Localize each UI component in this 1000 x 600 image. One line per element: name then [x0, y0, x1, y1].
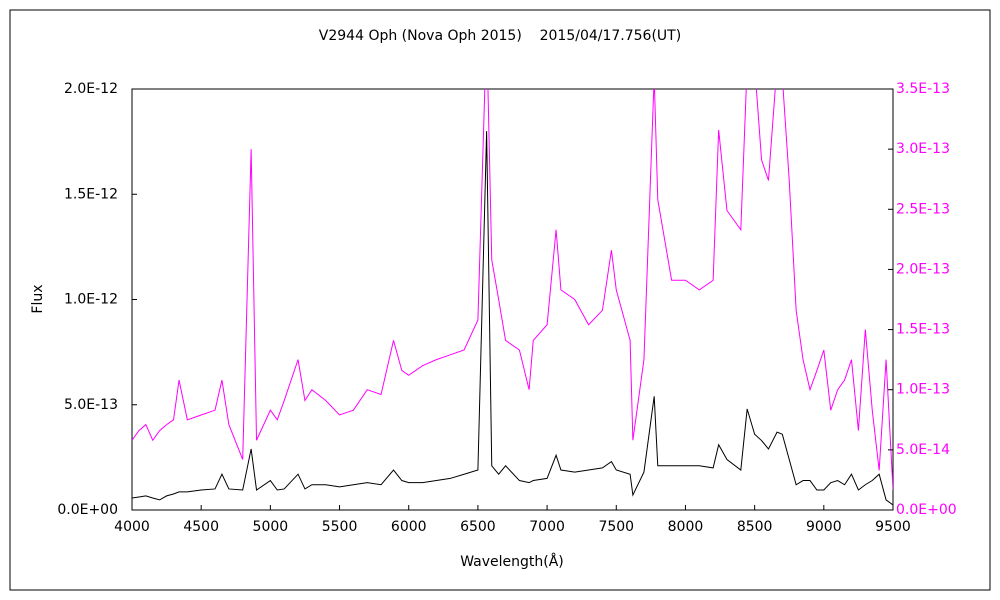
- y-tick-label: 1.5E-12: [64, 186, 118, 202]
- y-axis-label: Flux: [30, 284, 46, 313]
- chart-frame: [9, 9, 991, 591]
- x-tick-label: 6000: [391, 519, 427, 535]
- y2-tick-label: 3.5E-13: [896, 81, 950, 97]
- x-tick-label: 9500: [875, 519, 911, 535]
- y-tick-label: 1.0E-12: [64, 292, 118, 308]
- x-tick-label: 4000: [114, 519, 150, 535]
- x-tick-label: 7500: [598, 519, 634, 535]
- y-tick-label: 0.0E+00: [57, 502, 118, 518]
- x-tick-label: 7000: [529, 519, 565, 535]
- y2-tick-label: 1.5E-13: [896, 322, 950, 338]
- x-tick-label: 5500: [322, 519, 358, 535]
- y2-tick-label: 2.0E-13: [896, 261, 950, 277]
- y-tick-label: 2.0E-12: [64, 81, 118, 97]
- x-axis-label: Wavelength(Å): [460, 553, 564, 570]
- plot-marks: [132, 89, 893, 506]
- x-tick-label: 5000: [253, 519, 289, 535]
- y2-tick-label: 5.0E-14: [896, 442, 950, 458]
- x-tick-label: 8000: [668, 519, 704, 535]
- chart-title: V2944 Oph (Nova Oph 2015) 2015/04/17.756…: [319, 28, 681, 44]
- x-tick-label: 6500: [460, 519, 496, 535]
- y2-tick-label: 0.0E+00: [896, 502, 957, 518]
- y2-tick-label: 1.0E-13: [896, 382, 950, 398]
- x-tick-label: 4500: [183, 519, 219, 535]
- y2-tick-label: 2.5E-13: [896, 201, 950, 217]
- x-tick-label: 9000: [806, 519, 842, 535]
- y-tick-label: 5.0E-13: [64, 397, 118, 413]
- series-line: [132, 131, 893, 506]
- series-line: [132, 89, 893, 490]
- x-tick-label: 8500: [737, 519, 773, 535]
- y2-tick-label: 3.0E-13: [896, 141, 950, 157]
